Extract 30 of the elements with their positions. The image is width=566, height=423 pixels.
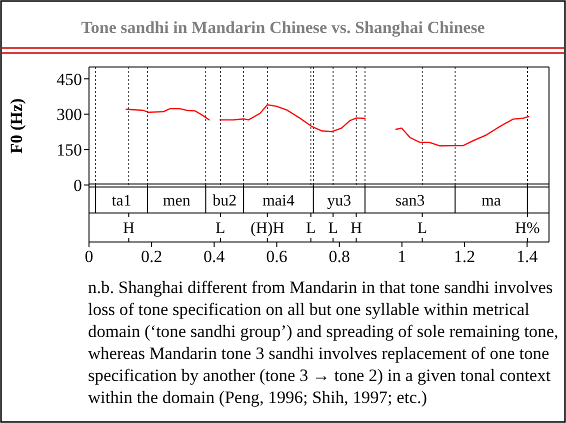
x-tick-label: 1.2 <box>454 247 476 266</box>
y-tick-label: 150 <box>56 140 82 160</box>
ref-line-label: H <box>350 220 362 238</box>
text: bu2 <box>212 192 237 210</box>
x-tick-label: 0.8 <box>328 247 350 266</box>
ref-line-label: H% <box>514 220 540 238</box>
x-tick-label: 0.6 <box>266 247 288 266</box>
ref-line-label: L <box>306 220 316 238</box>
x-tick-label: 1.4 <box>516 247 538 266</box>
ref-line-label: H <box>122 220 135 238</box>
x-tick-label: 0.2 <box>140 247 162 266</box>
text: men <box>162 192 190 210</box>
ref-line-label: L <box>216 220 226 238</box>
text: yu3 <box>327 192 352 210</box>
ref-line-label: L <box>328 220 338 238</box>
text: ma <box>481 192 502 210</box>
x-tick-label: 0 <box>84 247 94 266</box>
text: mai4 <box>262 192 294 210</box>
chart-title: Tone sandhi in Mandarin Chinese vs. Shanghai Chinese <box>81 18 486 37</box>
y-tick-label: 450 <box>56 70 82 89</box>
x-tick-label: 0.4 <box>204 247 226 266</box>
text: ta1 <box>112 192 132 210</box>
y-tick-label: 0 <box>74 176 82 195</box>
ref-line-label: L <box>417 220 428 238</box>
y-axis-title: F0 (Hz) <box>7 98 26 154</box>
ref-line-label: (H)H <box>250 220 285 238</box>
text: n.b. Shanghai different from Mandarin in that tone sandhi involves loss of tone specification on all but one syllable within metrical domain (‘tone sandhi group’) and spreading of sole remaining tone, whereas Mandarin tone 3 sandhi involves replacement of one tone specification by another (tone 3 → tone 2) in a given tonal context within the domain (Peng, 1996; Shih, 1997; etc.) <box>88 276 560 408</box>
y-tick-label: 300 <box>56 105 82 124</box>
text: san3 <box>395 192 425 210</box>
x-tick-label: 1 <box>398 247 406 266</box>
